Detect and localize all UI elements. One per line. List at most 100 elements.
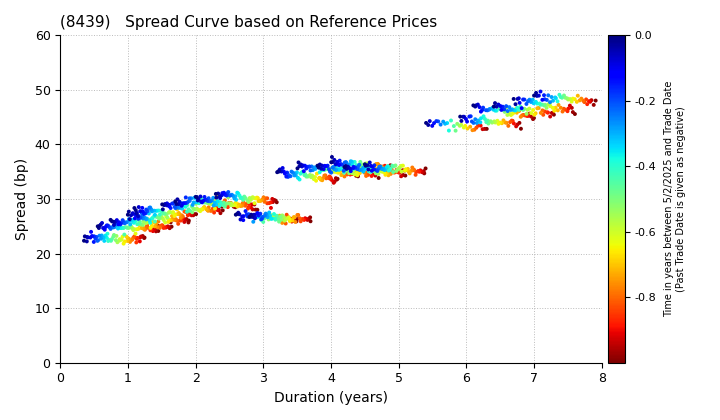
Point [134,238,145,245]
Point [300,215,312,222]
Point [480,107,492,113]
Point [470,102,482,109]
Point [381,170,392,177]
Point [351,162,362,168]
Point [312,163,323,170]
Point [290,172,302,179]
Point [304,163,315,170]
Point [511,105,523,111]
Point [329,168,341,175]
Point [333,166,345,173]
Point [231,210,243,217]
Point [322,162,333,169]
Point [361,169,372,176]
Point [210,203,222,210]
Point [244,194,256,201]
Point [372,170,383,176]
Point [177,200,189,207]
Point [279,170,291,177]
Point [487,119,498,126]
Point [310,165,321,172]
Point [327,164,338,171]
Point [396,168,408,175]
Point [292,165,303,172]
Point [160,224,171,231]
Point [98,234,109,241]
Point [230,202,242,208]
Point [368,163,379,170]
Point [533,92,544,99]
Point [133,217,145,223]
Point [126,218,138,224]
Point [145,227,156,234]
Point [336,171,348,178]
Point [235,194,246,201]
Point [153,215,165,222]
Point [137,205,148,211]
Point [141,219,153,226]
Point [308,176,320,182]
Point [502,112,513,118]
Point [492,118,503,124]
Point [456,118,467,124]
Point [371,167,382,173]
Point [102,222,114,229]
Point [127,210,139,217]
Point [327,159,338,165]
Point [107,218,118,225]
Point [109,224,120,231]
Point [225,202,237,209]
Point [338,168,349,174]
Point [256,197,267,204]
Point [121,233,132,240]
Point [282,215,293,222]
Point [249,214,261,220]
Point [157,222,168,229]
Point [408,166,420,173]
Point [386,166,397,173]
Point [460,116,472,122]
Point [134,218,145,225]
Point [163,209,175,216]
Point [81,238,93,245]
Point [210,200,222,207]
Point [114,236,125,242]
Point [482,107,493,114]
Point [135,221,147,228]
Point [212,198,223,205]
Point [302,217,313,223]
Point [186,211,198,218]
Point [222,200,233,207]
Point [346,158,358,165]
Point [500,119,512,126]
Point [174,199,186,206]
Point [343,161,355,168]
Point [253,210,265,217]
Point [247,194,258,200]
Point [148,219,160,226]
Point [445,117,456,124]
Point [166,213,178,219]
Point [338,173,350,180]
Point [373,175,384,181]
Point [108,218,120,225]
Point [251,206,263,213]
Point [382,168,393,174]
Point [535,102,546,108]
Point [546,94,557,100]
Point [165,217,176,224]
Point [148,207,160,214]
Point [296,163,307,170]
Point [217,199,229,206]
Point [142,207,153,214]
Point [131,210,143,216]
Point [375,163,387,170]
Point [289,214,300,221]
Point [358,168,369,175]
Point [339,168,351,175]
Point [202,207,214,214]
Point [191,194,202,200]
Point [229,195,240,202]
Point [330,163,341,170]
Point [344,171,356,178]
